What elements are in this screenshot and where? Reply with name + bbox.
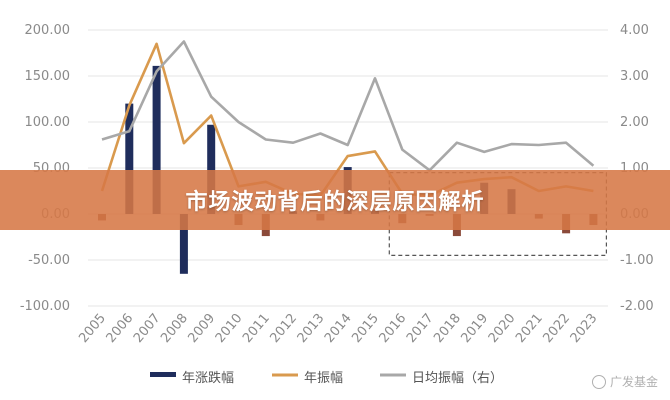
x-tick-label: 2018 [431,311,464,346]
legend-label: 日均振幅（右） [412,371,503,386]
watermark-text: 广发基金 [609,375,658,389]
x-tick-label: 2012 [267,311,300,346]
x-tick-label: 2007 [131,311,164,346]
x-tick-label: 2013 [295,311,328,346]
line-daily-amplitude [101,40,595,172]
bar-2008 [179,214,188,274]
x-tick-label: 2016 [377,311,410,346]
banner-title: 市场波动背后的深层原因解析 [185,190,485,215]
x-tick-label: 2017 [404,311,437,346]
bar-2009 [207,124,216,214]
left-tick-label: 200.00 [25,23,71,38]
legend-label: 年振幅 [304,371,343,386]
right-tick-label: 2.00 [620,115,649,130]
x-tick-label: 2014 [322,311,355,346]
right-tick-label: 3.00 [620,69,649,84]
x-tick-label: 2020 [486,311,519,346]
right-tick-label: -2.00 [620,299,654,314]
right-tick-label: -1.00 [620,253,654,268]
right-axis-ticks: 4.003.002.001.000.00-1.00-2.00 [620,23,654,314]
title-banner: 市场波动背后的深层原因解析 [0,170,670,230]
x-tick-label: 2011 [240,311,273,346]
legend-label: 年涨跌幅 [182,370,234,386]
x-axis-ticks: 2005200620072008200920102011201220132014… [76,311,600,346]
bar-2006 [125,103,134,214]
x-tick-label: 2010 [213,311,246,346]
left-tick-label: 100.00 [25,115,71,130]
legend-swatch-bar [150,372,176,377]
bar-2007 [152,65,161,214]
x-tick-label: 2023 [568,311,601,346]
x-tick-label: 2022 [540,311,573,346]
right-tick-label: 4.00 [620,23,649,38]
x-tick-label: 2015 [349,311,382,346]
x-tick-label: 2006 [104,311,137,346]
x-tick-label: 2005 [76,311,109,346]
legend: 年涨跌幅 年振幅 日均振幅（右） [150,370,503,386]
x-tick-label: 2008 [158,311,191,346]
x-tick-label: 2019 [459,311,492,346]
x-tick-label: 2009 [186,311,219,346]
left-tick-label: 150.00 [25,69,71,84]
watermark: 广发基金 [591,373,658,390]
x-tick-label: 2021 [513,311,546,346]
left-tick-label: -100.00 [20,299,70,314]
left-tick-label: -50.00 [28,253,70,268]
watermark-logo-icon [591,374,606,389]
